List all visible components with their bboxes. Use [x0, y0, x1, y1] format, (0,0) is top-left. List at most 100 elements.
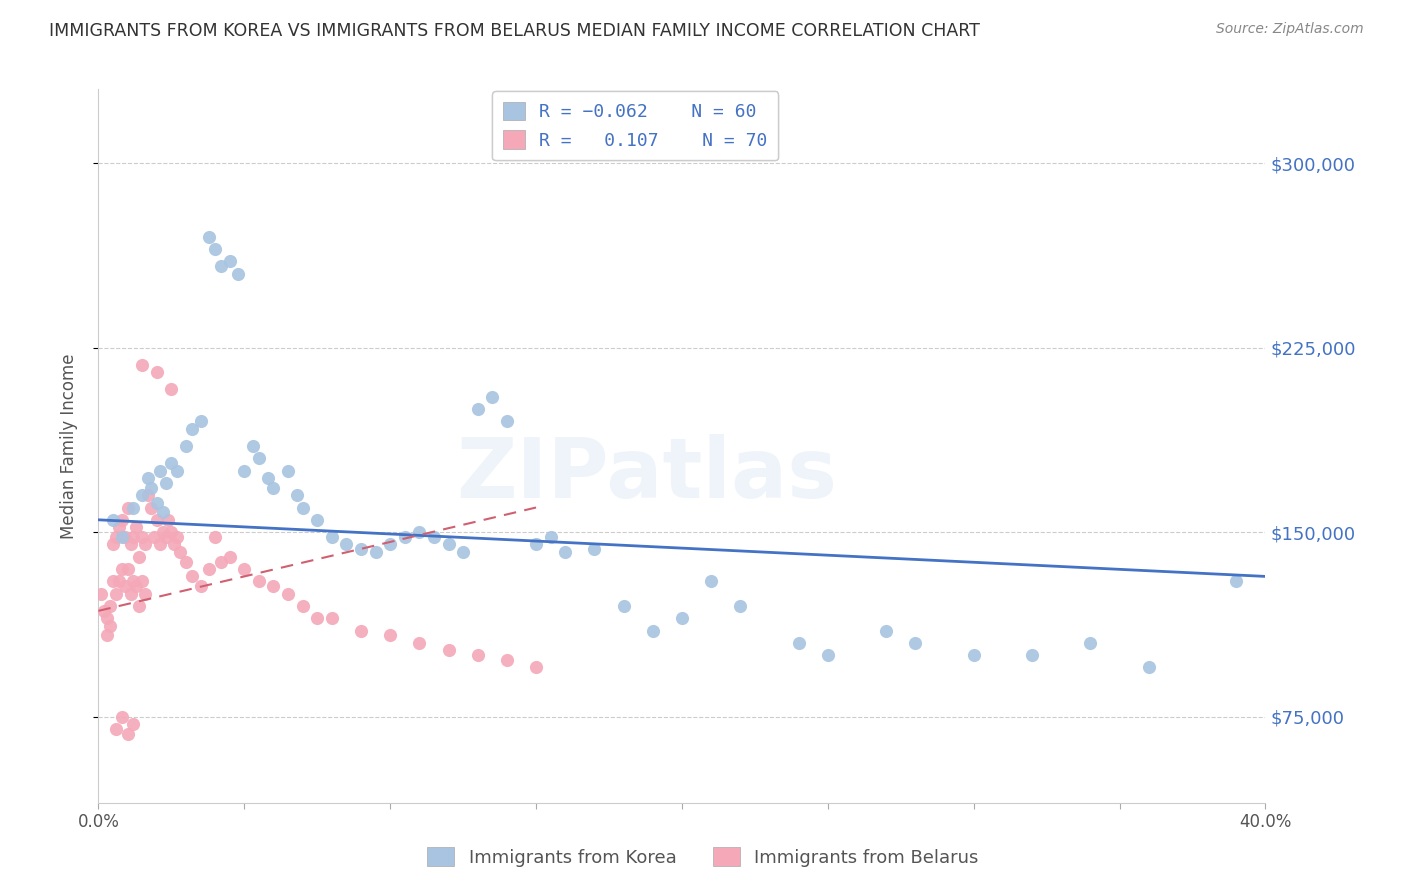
Point — [204, 242, 226, 256]
Point — [233, 562, 256, 576]
Point — [114, 530, 136, 544]
Point — [160, 456, 183, 470]
Text: IMMIGRANTS FROM KOREA VS IMMIGRANTS FROM BELARUS MEDIAN FAMILY INCOME CORRELATIO: IMMIGRANTS FROM KOREA VS IMMIGRANTS FROM… — [49, 22, 980, 40]
Point — [233, 464, 256, 478]
Point — [134, 587, 156, 601]
Point — [101, 574, 124, 589]
Point — [122, 574, 145, 589]
Point — [875, 624, 897, 638]
Point — [117, 500, 139, 515]
Point — [117, 727, 139, 741]
Point — [157, 513, 180, 527]
Point — [125, 579, 148, 593]
Text: ZIPatlas: ZIPatlas — [457, 434, 838, 515]
Point — [122, 530, 145, 544]
Point — [198, 562, 221, 576]
Point — [1225, 574, 1247, 589]
Point — [904, 636, 927, 650]
Point — [174, 439, 197, 453]
Point — [408, 525, 430, 540]
Point — [612, 599, 634, 613]
Point — [787, 636, 810, 650]
Point — [166, 530, 188, 544]
Point — [1080, 636, 1102, 650]
Point — [174, 555, 197, 569]
Point — [104, 587, 127, 601]
Point — [122, 500, 145, 515]
Point — [111, 530, 134, 544]
Point — [247, 451, 270, 466]
Point — [583, 542, 606, 557]
Point — [98, 599, 121, 613]
Point — [262, 579, 284, 593]
Point — [496, 414, 519, 428]
Point — [380, 537, 402, 551]
Point — [198, 230, 221, 244]
Point — [117, 562, 139, 576]
Point — [1021, 648, 1043, 662]
Point — [149, 464, 172, 478]
Point — [128, 549, 150, 564]
Point — [180, 569, 202, 583]
Point — [163, 537, 186, 551]
Point — [524, 537, 547, 551]
Point — [291, 500, 314, 515]
Point — [817, 648, 839, 662]
Point — [114, 579, 136, 593]
Point — [335, 537, 357, 551]
Point — [134, 537, 156, 551]
Point — [190, 414, 212, 428]
Legend: R = −0.062    N = 60, R =   0.107    N = 70: R = −0.062 N = 60, R = 0.107 N = 70 — [492, 91, 779, 161]
Point — [104, 722, 127, 736]
Point — [139, 500, 162, 515]
Point — [122, 717, 145, 731]
Point — [136, 488, 159, 502]
Point — [1137, 660, 1160, 674]
Point — [104, 530, 127, 544]
Point — [155, 530, 177, 544]
Point — [228, 267, 250, 281]
Point — [96, 611, 118, 625]
Y-axis label: Median Family Income: Median Family Income — [59, 353, 77, 539]
Point — [152, 525, 174, 540]
Point — [218, 549, 240, 564]
Point — [108, 520, 131, 534]
Point — [671, 611, 693, 625]
Point — [152, 505, 174, 519]
Point — [209, 555, 232, 569]
Point — [554, 545, 576, 559]
Point — [101, 537, 124, 551]
Point — [190, 579, 212, 593]
Point — [96, 628, 118, 642]
Point — [142, 530, 165, 544]
Point — [209, 260, 232, 274]
Point — [128, 599, 150, 613]
Point — [131, 358, 153, 372]
Point — [730, 599, 752, 613]
Point — [524, 660, 547, 674]
Point — [496, 653, 519, 667]
Point — [423, 530, 446, 544]
Point — [437, 643, 460, 657]
Point — [540, 530, 562, 544]
Point — [146, 495, 169, 509]
Point — [481, 390, 503, 404]
Point — [136, 471, 159, 485]
Point — [285, 488, 308, 502]
Point — [93, 604, 115, 618]
Point — [350, 624, 373, 638]
Point — [155, 475, 177, 490]
Point — [131, 530, 153, 544]
Point — [467, 402, 489, 417]
Point — [160, 525, 183, 540]
Point — [169, 545, 191, 559]
Point — [451, 545, 474, 559]
Point — [120, 537, 142, 551]
Point — [962, 648, 984, 662]
Point — [111, 709, 134, 723]
Point — [262, 481, 284, 495]
Point — [204, 530, 226, 544]
Point — [149, 537, 172, 551]
Point — [111, 562, 134, 576]
Point — [125, 520, 148, 534]
